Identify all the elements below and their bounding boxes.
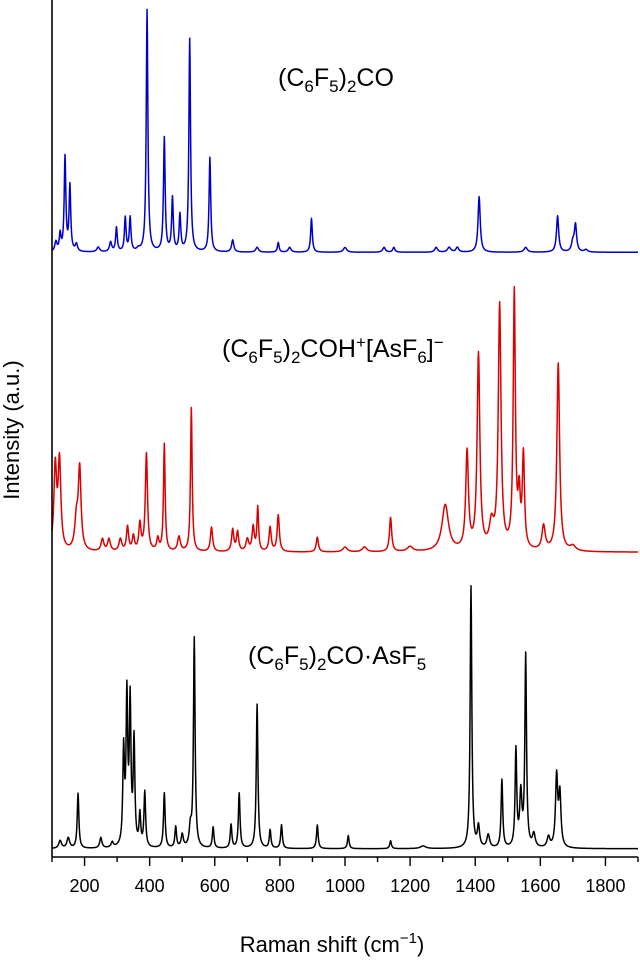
spectrum-line-0 (51, 8, 639, 254)
series-label-2: (C6F5)2CO·AsF5 (248, 642, 426, 674)
x-tick-label: 200 (70, 876, 100, 896)
series-label-1: (C6F5)2COH+[AsF6]− (222, 333, 444, 367)
x-tick-label: 400 (135, 876, 165, 896)
x-tick-label: 1000 (325, 876, 365, 896)
x-tick-layer: 200 400 600 800 1000 1200 1400 1600 1800 (51, 857, 639, 896)
x-tick-label: 800 (265, 876, 295, 896)
y-axis-label: Intensity (a.u.) (0, 360, 24, 499)
spectrum-line-2 (51, 585, 639, 850)
x-tick-label: 1600 (520, 876, 560, 896)
series-layer (51, 8, 639, 850)
x-axis-label: Raman shift (cm−1) (240, 930, 425, 957)
series-label-0: (C6F5)2CO (278, 64, 394, 96)
x-tick-label: 1800 (585, 876, 625, 896)
x-tick-label: 600 (200, 876, 230, 896)
spectrum-line-1 (51, 285, 639, 553)
x-tick-label: 1400 (455, 876, 495, 896)
x-tick-label: 1200 (390, 876, 430, 896)
